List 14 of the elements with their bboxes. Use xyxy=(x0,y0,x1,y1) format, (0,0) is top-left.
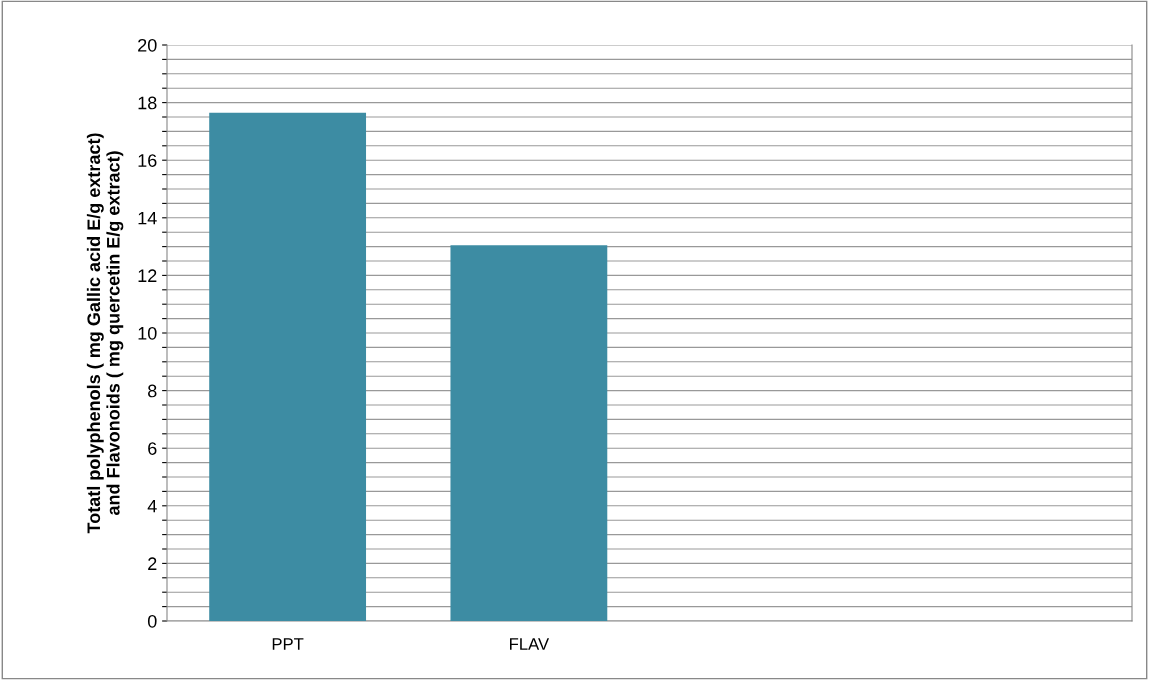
y-tick-label: 20 xyxy=(138,38,157,52)
y-tick-label: 16 xyxy=(138,154,157,167)
y-tick-label: 14 xyxy=(138,211,157,225)
x-tick-label: FLAV xyxy=(510,638,550,650)
y-tick-label: 6 xyxy=(148,442,157,455)
y-tick-label: 0 xyxy=(147,614,157,628)
y-tick-label: 4 xyxy=(147,499,157,513)
y-tick-label: 18 xyxy=(138,96,157,110)
y-tick-label: 10 xyxy=(138,326,157,340)
y-tick-label: 8 xyxy=(148,384,157,398)
y-tick-label: 12 xyxy=(138,269,157,282)
y-tick-label: 2 xyxy=(148,557,157,570)
x-tick-label: PPT xyxy=(272,638,304,650)
y-axis-title: Totatl polyphenols ( mg Gallic acid E/g extract) and Flavonoids ( mg quercetin E/g extract) xyxy=(86,133,124,534)
